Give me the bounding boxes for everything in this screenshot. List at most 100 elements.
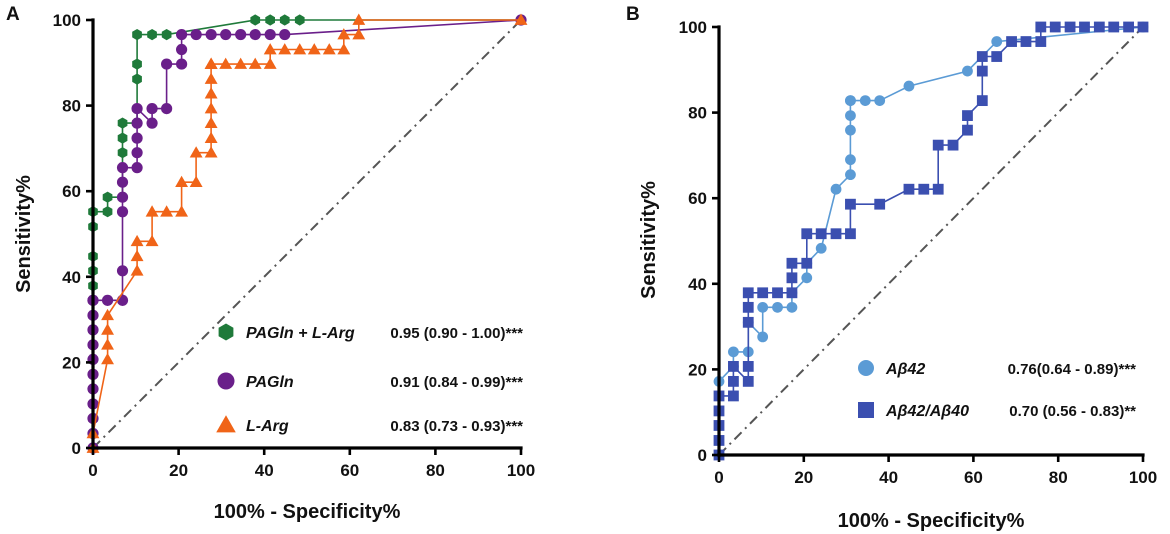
panel-b-x-tick-label: 40	[879, 468, 898, 487]
abeta42-abeta40-data-point	[976, 65, 988, 77]
panel-a-x-tick-label: 20	[169, 461, 188, 480]
pagln-data-point	[131, 162, 143, 174]
pagln-l-arg-data-point	[250, 14, 261, 26]
pagln-data-point	[116, 162, 129, 174]
l-arg-data-point	[175, 205, 189, 217]
l-arg-data-point	[101, 308, 114, 321]
abeta42-data-point	[845, 110, 856, 121]
l-arg-data-point	[204, 131, 218, 143]
panel-b-x-tick-label: 80	[1049, 468, 1068, 487]
l-arg-data-point	[189, 146, 203, 158]
l-arg-data-point	[352, 28, 366, 40]
legend-name-pagln-l-arg: PAGln + L-Arg	[246, 325, 355, 342]
abeta42-abeta40-data-point	[903, 183, 915, 195]
legend-marker-pagln-l-arg	[218, 323, 234, 341]
pagln-l-arg-data-point	[132, 58, 142, 70]
abeta42-abeta40-data-point	[1093, 21, 1105, 33]
abeta42-abeta40-data-point	[786, 257, 798, 269]
abeta42-abeta40-data-point	[918, 183, 930, 195]
l-arg-data-point	[352, 13, 366, 25]
abeta42-abeta40-data-point	[1137, 21, 1149, 33]
l-arg-data-point	[145, 205, 159, 217]
pagln-l-arg-data-point	[279, 14, 290, 26]
panel-b-y-tick-label: 100	[679, 18, 707, 37]
panel-b-ticks: 0 20 40 60 80 100 0 20 40 60 80 100	[679, 18, 1158, 487]
abeta42-abeta40-data-point	[845, 228, 856, 240]
abeta42-abeta40-data-point	[932, 139, 944, 151]
l-arg-data-point	[145, 234, 159, 247]
panel-a-y-tick-label: 40	[62, 268, 81, 287]
legend-name-abeta42-40: Aβ42/Aβ40	[885, 403, 969, 420]
pagln-data-point	[264, 28, 276, 41]
pagln-data-point	[131, 132, 143, 144]
abeta42-abeta40-data-point	[874, 198, 886, 210]
pagln-l-arg-data-point	[294, 14, 305, 26]
pagln-data-point	[220, 28, 232, 41]
pagln-data-point	[116, 176, 129, 188]
abeta42-data-point	[845, 95, 856, 107]
abeta42-data-point	[991, 36, 1003, 47]
panel-b: B 0 20 40 60 80 100 0 20 40 60 80 100 100% - Specif…	[626, 4, 1157, 532]
pagln-data-point	[175, 28, 188, 41]
pagln-data-point	[279, 28, 291, 41]
pagln-l-arg-legend-symbol	[218, 323, 234, 341]
pagln-l-arg-data-point	[117, 132, 128, 144]
panel-b-y-title: Sensitivity%	[638, 181, 660, 299]
abeta42-data-point	[786, 301, 798, 313]
abeta42-abeta40-data-point	[786, 287, 798, 299]
panel-b-x-tick-label: 60	[964, 468, 983, 487]
abeta42-abeta40-data-point	[728, 390, 739, 402]
panel-b-x-title: 100% - Specificity%	[838, 510, 1025, 532]
panel-a-ticks: 0 20 40 60 80 100 0 20 40 60 80 100	[53, 11, 536, 480]
legend-auc-abeta42-40: 0.70 (0.56 - 0.83)**	[1009, 403, 1136, 420]
l-arg-data-point	[307, 43, 321, 55]
legend-marker-abeta42-40	[858, 402, 874, 418]
legend-auc-l-arg: 0.83 (0.73 - 0.93)***	[390, 418, 523, 435]
pagln-data-point	[190, 28, 202, 41]
abeta42-abeta40-data-point	[742, 375, 754, 387]
l-arg-legend-symbol	[216, 415, 236, 433]
pagln-data-point	[131, 102, 143, 115]
pagln-data-point	[101, 294, 114, 306]
l-arg-data-point	[204, 146, 218, 158]
abeta42-data-point	[728, 346, 739, 358]
pagln-data-point	[116, 265, 129, 277]
panel-b-x-tick-label: 0	[714, 468, 723, 487]
abeta42-abeta40-data-point	[815, 228, 827, 240]
pagln-l-arg-data-point	[161, 29, 172, 41]
abeta42-data-point	[815, 242, 827, 254]
abeta42-data-point	[903, 80, 915, 92]
l-arg-data-point	[322, 43, 336, 55]
legend-name-l-arg: L-Arg	[246, 418, 289, 435]
pagln-data-point	[249, 28, 261, 41]
panel-b-x-tick-label: 20	[794, 468, 813, 487]
abeta42-abeta40-data-point	[1079, 21, 1090, 33]
abeta42-abeta40-data-point	[976, 95, 988, 107]
panel-b-y-tick-label: 60	[688, 189, 707, 208]
abeta42-abeta40-data-point	[742, 301, 754, 313]
legend-name-abeta42: Aβ42	[885, 361, 925, 378]
abeta42-data-point	[859, 95, 871, 107]
panel-a-reference-diagonal	[92, 19, 522, 449]
legend-auc-pagln: 0.91 (0.84 - 0.99)***	[390, 374, 523, 391]
l-arg-data-point	[204, 116, 218, 128]
abeta42-data-point	[757, 301, 769, 313]
panel-b-y-tick-label: 20	[688, 360, 707, 379]
l-arg-data-point	[101, 323, 114, 335]
l-arg-data-point	[514, 13, 528, 25]
pagln-data-point	[161, 58, 173, 70]
pagln-data-point	[161, 102, 173, 115]
abeta42-data-point	[874, 95, 886, 107]
panel-b-x-tick-label: 100	[1129, 468, 1157, 487]
l-arg-data-point	[337, 28, 351, 40]
legend-marker-l-arg	[216, 415, 236, 433]
abeta42-data-point	[845, 154, 856, 166]
l-arg-data-point	[293, 43, 307, 55]
pagln-l-arg-data-point	[117, 117, 128, 129]
legend-name-pagln: PAGln	[246, 374, 294, 391]
abeta42-data-point	[962, 65, 973, 77]
panel-b-legend: Aβ42 0.76(0.64 - 0.89)*** Aβ42/Aβ40 0.70…	[858, 360, 1136, 420]
abeta42-abeta40-legend-symbol	[858, 402, 874, 418]
l-arg-data-point	[248, 57, 262, 69]
